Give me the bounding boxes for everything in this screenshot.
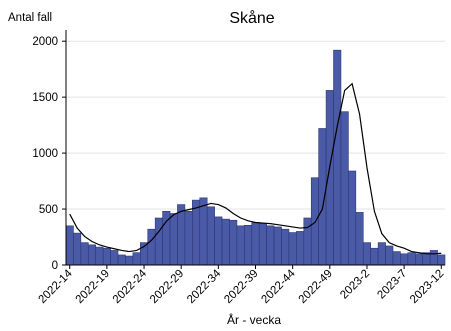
y-tick-label: 1000 [32,148,58,160]
bar [258,223,267,266]
bars [65,49,446,266]
bar [147,228,156,266]
bar [199,197,208,266]
trend-line-path [69,82,442,255]
x-tick-label: 2022-29 [148,268,186,306]
bar [177,204,186,266]
x-tick-label: 2023-12 [408,268,446,306]
bar [377,242,386,266]
bar [65,225,74,266]
bar [110,250,119,266]
bar [236,225,245,266]
bar [370,247,379,266]
bar [169,213,178,266]
bar [325,90,334,266]
x-tick-label: 2023-7 [375,268,409,302]
bar [422,252,431,266]
bar [154,217,163,266]
bar [192,199,201,266]
bar [251,222,260,266]
bar [184,210,193,266]
bar [392,251,401,266]
axes: 05001000150020002022-142022-192022-24202… [32,30,446,306]
x-tick-label: 2022-24 [111,267,150,306]
bar [355,212,364,266]
chart-title: Skåne [229,9,274,27]
y-axis-label: Antal fall [8,12,52,24]
bar [400,253,409,266]
bar [125,255,134,266]
bar [102,247,111,266]
bar [87,244,97,266]
y-tick-label: 2000 [32,36,58,48]
bar [214,216,223,266]
bar [244,224,253,266]
bar [385,245,394,266]
bar [117,254,126,266]
bar [296,231,305,266]
bar [414,253,424,266]
x-tick-label: 2022-44 [259,267,298,306]
trend-line [69,82,442,255]
x-tick-label: 2022-39 [222,268,260,306]
bar [281,228,290,266]
x-tick-label: 2022-34 [185,267,224,306]
bar [266,225,275,266]
y-tick-label: 500 [39,204,58,216]
bar [340,111,349,266]
bar [437,254,446,266]
bar [288,232,297,266]
bar [333,49,342,266]
x-tick-label: 2022-49 [297,268,335,306]
x-tick-label: 2022-19 [74,268,112,306]
y-tick-label: 0 [52,260,58,272]
bar [229,219,238,266]
bar [73,232,82,266]
bar [407,252,416,266]
bar [206,206,215,266]
bar [95,246,104,266]
bar [348,170,357,266]
y-tick-label: 1500 [32,92,58,104]
bar [429,250,438,266]
bar [362,242,371,266]
bar [221,218,230,266]
x-axis-label: År - vecka [227,312,281,327]
x-tick-label: 2023-2 [338,268,372,302]
bar [273,226,282,266]
bar [80,242,89,266]
x-tick-label: 2022-14 [36,267,75,306]
bar [132,252,141,266]
